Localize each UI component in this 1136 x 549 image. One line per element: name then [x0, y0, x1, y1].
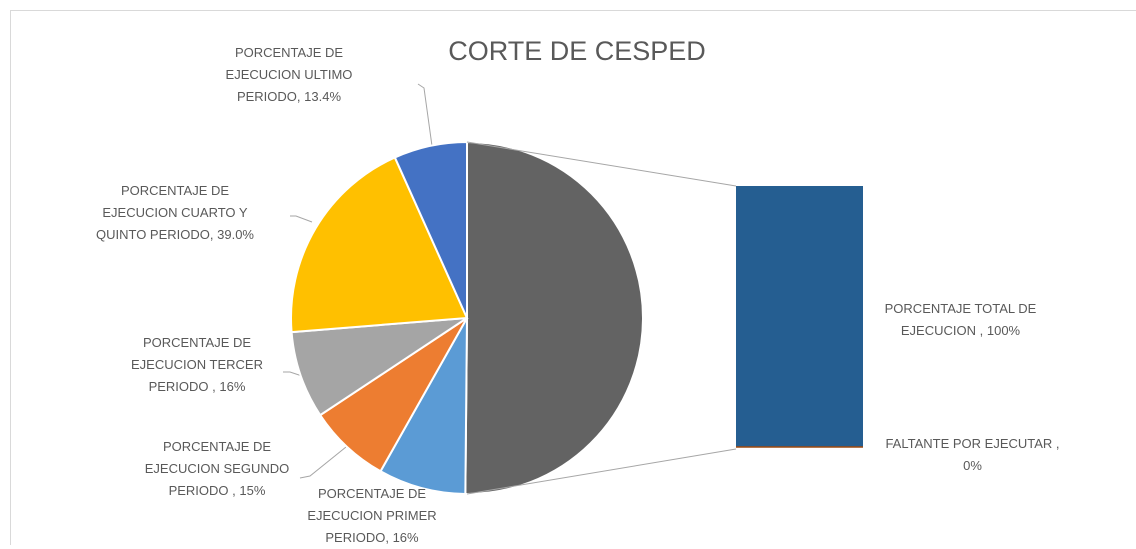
- label-value: 15%: [239, 483, 265, 498]
- label-value: 16%: [393, 530, 419, 545]
- chart-title: CORTE DE CESPED: [377, 36, 777, 67]
- data-label: FALTANTE POR EJECUTAR , 0%: [880, 433, 1065, 477]
- data-label: PORCENTAJE DE EJECUCION ULTIMO PERIODO, …: [204, 42, 374, 108]
- label-value: 13.4%: [304, 89, 341, 104]
- data-label: PORCENTAJE DE EJECUCION CUARTO Y QUINTO …: [90, 180, 260, 246]
- label-value: 100%: [987, 323, 1020, 338]
- leader-line: [290, 216, 312, 222]
- leader-line: [418, 84, 432, 146]
- leader-line: [300, 447, 346, 478]
- label-value: 0%: [963, 458, 982, 473]
- pie-slice-other: [465, 142, 643, 494]
- bar-segment: [736, 186, 863, 447]
- data-label: PORCENTAJE DE EJECUCION TERCER PERIODO ,…: [112, 332, 282, 398]
- data-label: PORCENTAJE DE EJECUCION SEGUNDO PERIODO …: [132, 436, 302, 502]
- data-label: PORCENTAJE TOTAL DE EJECUCION , 100%: [878, 298, 1043, 342]
- label-value: 39.0%: [217, 227, 254, 242]
- label-value: 16%: [219, 379, 245, 394]
- label-category: PORCENTAJE DE EJECUCION SEGUNDO PERIODO …: [145, 439, 289, 498]
- label-category: FALTANTE POR EJECUTAR ,: [885, 436, 1059, 451]
- data-label: PORCENTAJE DE EJECUCION PRIMER PERIODO, …: [287, 483, 457, 549]
